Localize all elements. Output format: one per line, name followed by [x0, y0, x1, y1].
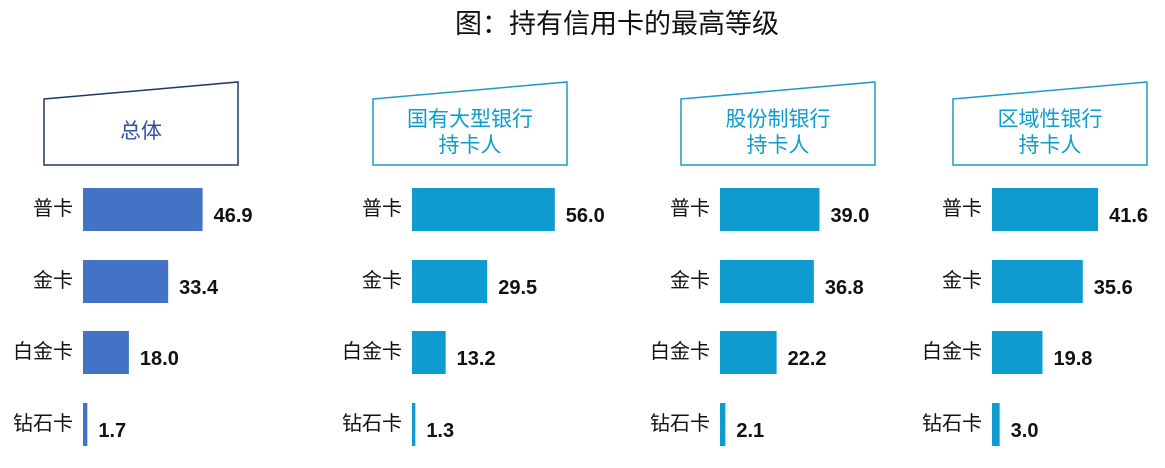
panel-header-box [372, 81, 568, 166]
bar [992, 403, 1000, 446]
bar [83, 403, 88, 446]
bar [83, 331, 129, 374]
category-label: 白金卡 [342, 339, 402, 363]
bar-value-label: 22.2 [788, 348, 827, 370]
bar-value-label: 35.6 [1094, 277, 1133, 299]
category-label: 钻石卡 [13, 411, 73, 435]
panel-header-label: 国有大型银行 [407, 107, 533, 131]
bar-value-label: 46.9 [214, 205, 253, 227]
category-label: 普卡 [670, 196, 710, 220]
chart-title: 图：持有信用卡的最高等级 [455, 9, 779, 40]
bar-value-label: 56.0 [566, 205, 605, 227]
category-label: 白金卡 [13, 339, 73, 363]
bar [720, 188, 820, 231]
panel-header-label: 区域性银行 [998, 107, 1103, 131]
bar [412, 188, 555, 231]
bar [412, 331, 446, 374]
bar-value-label: 1.3 [426, 420, 454, 442]
bar [720, 403, 726, 446]
bar [992, 260, 1083, 303]
bar [720, 260, 814, 303]
category-label: 普卡 [942, 196, 982, 220]
category-label: 金卡 [942, 268, 982, 292]
bar [83, 260, 169, 303]
bar-value-label: 19.8 [1053, 348, 1092, 370]
bar-value-label: 41.6 [1109, 205, 1148, 227]
bar-value-label: 33.4 [179, 277, 219, 299]
panel-header-box [43, 81, 239, 166]
bar-value-label: 36.8 [825, 277, 864, 299]
category-label: 钻石卡 [342, 411, 402, 435]
category-label: 钻石卡 [922, 411, 982, 435]
category-label: 普卡 [33, 196, 73, 220]
category-label: 金卡 [362, 268, 402, 292]
panel-header-label: 持卡人 [439, 133, 502, 157]
bar [412, 403, 416, 446]
category-label: 白金卡 [650, 339, 710, 363]
bar [412, 260, 488, 303]
bar-value-label: 1.7 [98, 420, 126, 442]
panel-header-box [680, 81, 876, 166]
category-label: 金卡 [670, 268, 710, 292]
bar [992, 188, 1099, 231]
bar-value-label: 13.2 [457, 348, 496, 370]
bar-value-label: 29.5 [498, 277, 537, 299]
panel-header-label: 持卡人 [747, 133, 810, 157]
bar-value-label: 2.1 [736, 420, 764, 442]
bar-value-label: 3.0 [1011, 420, 1039, 442]
bar [992, 331, 1043, 374]
category-label: 普卡 [362, 196, 402, 220]
category-label: 钻石卡 [650, 411, 710, 435]
bar-value-label: 39.0 [830, 205, 869, 227]
bar [720, 331, 777, 374]
bar [83, 188, 203, 231]
bar-value-label: 18.0 [140, 348, 179, 370]
panel-header-label: 股份制银行 [726, 107, 831, 131]
category-label: 金卡 [33, 268, 73, 292]
panel-header-box [952, 81, 1148, 166]
panel-header-label: 持卡人 [1019, 133, 1082, 157]
category-label: 白金卡 [922, 339, 982, 363]
panel-header-label: 总体 [120, 119, 162, 143]
